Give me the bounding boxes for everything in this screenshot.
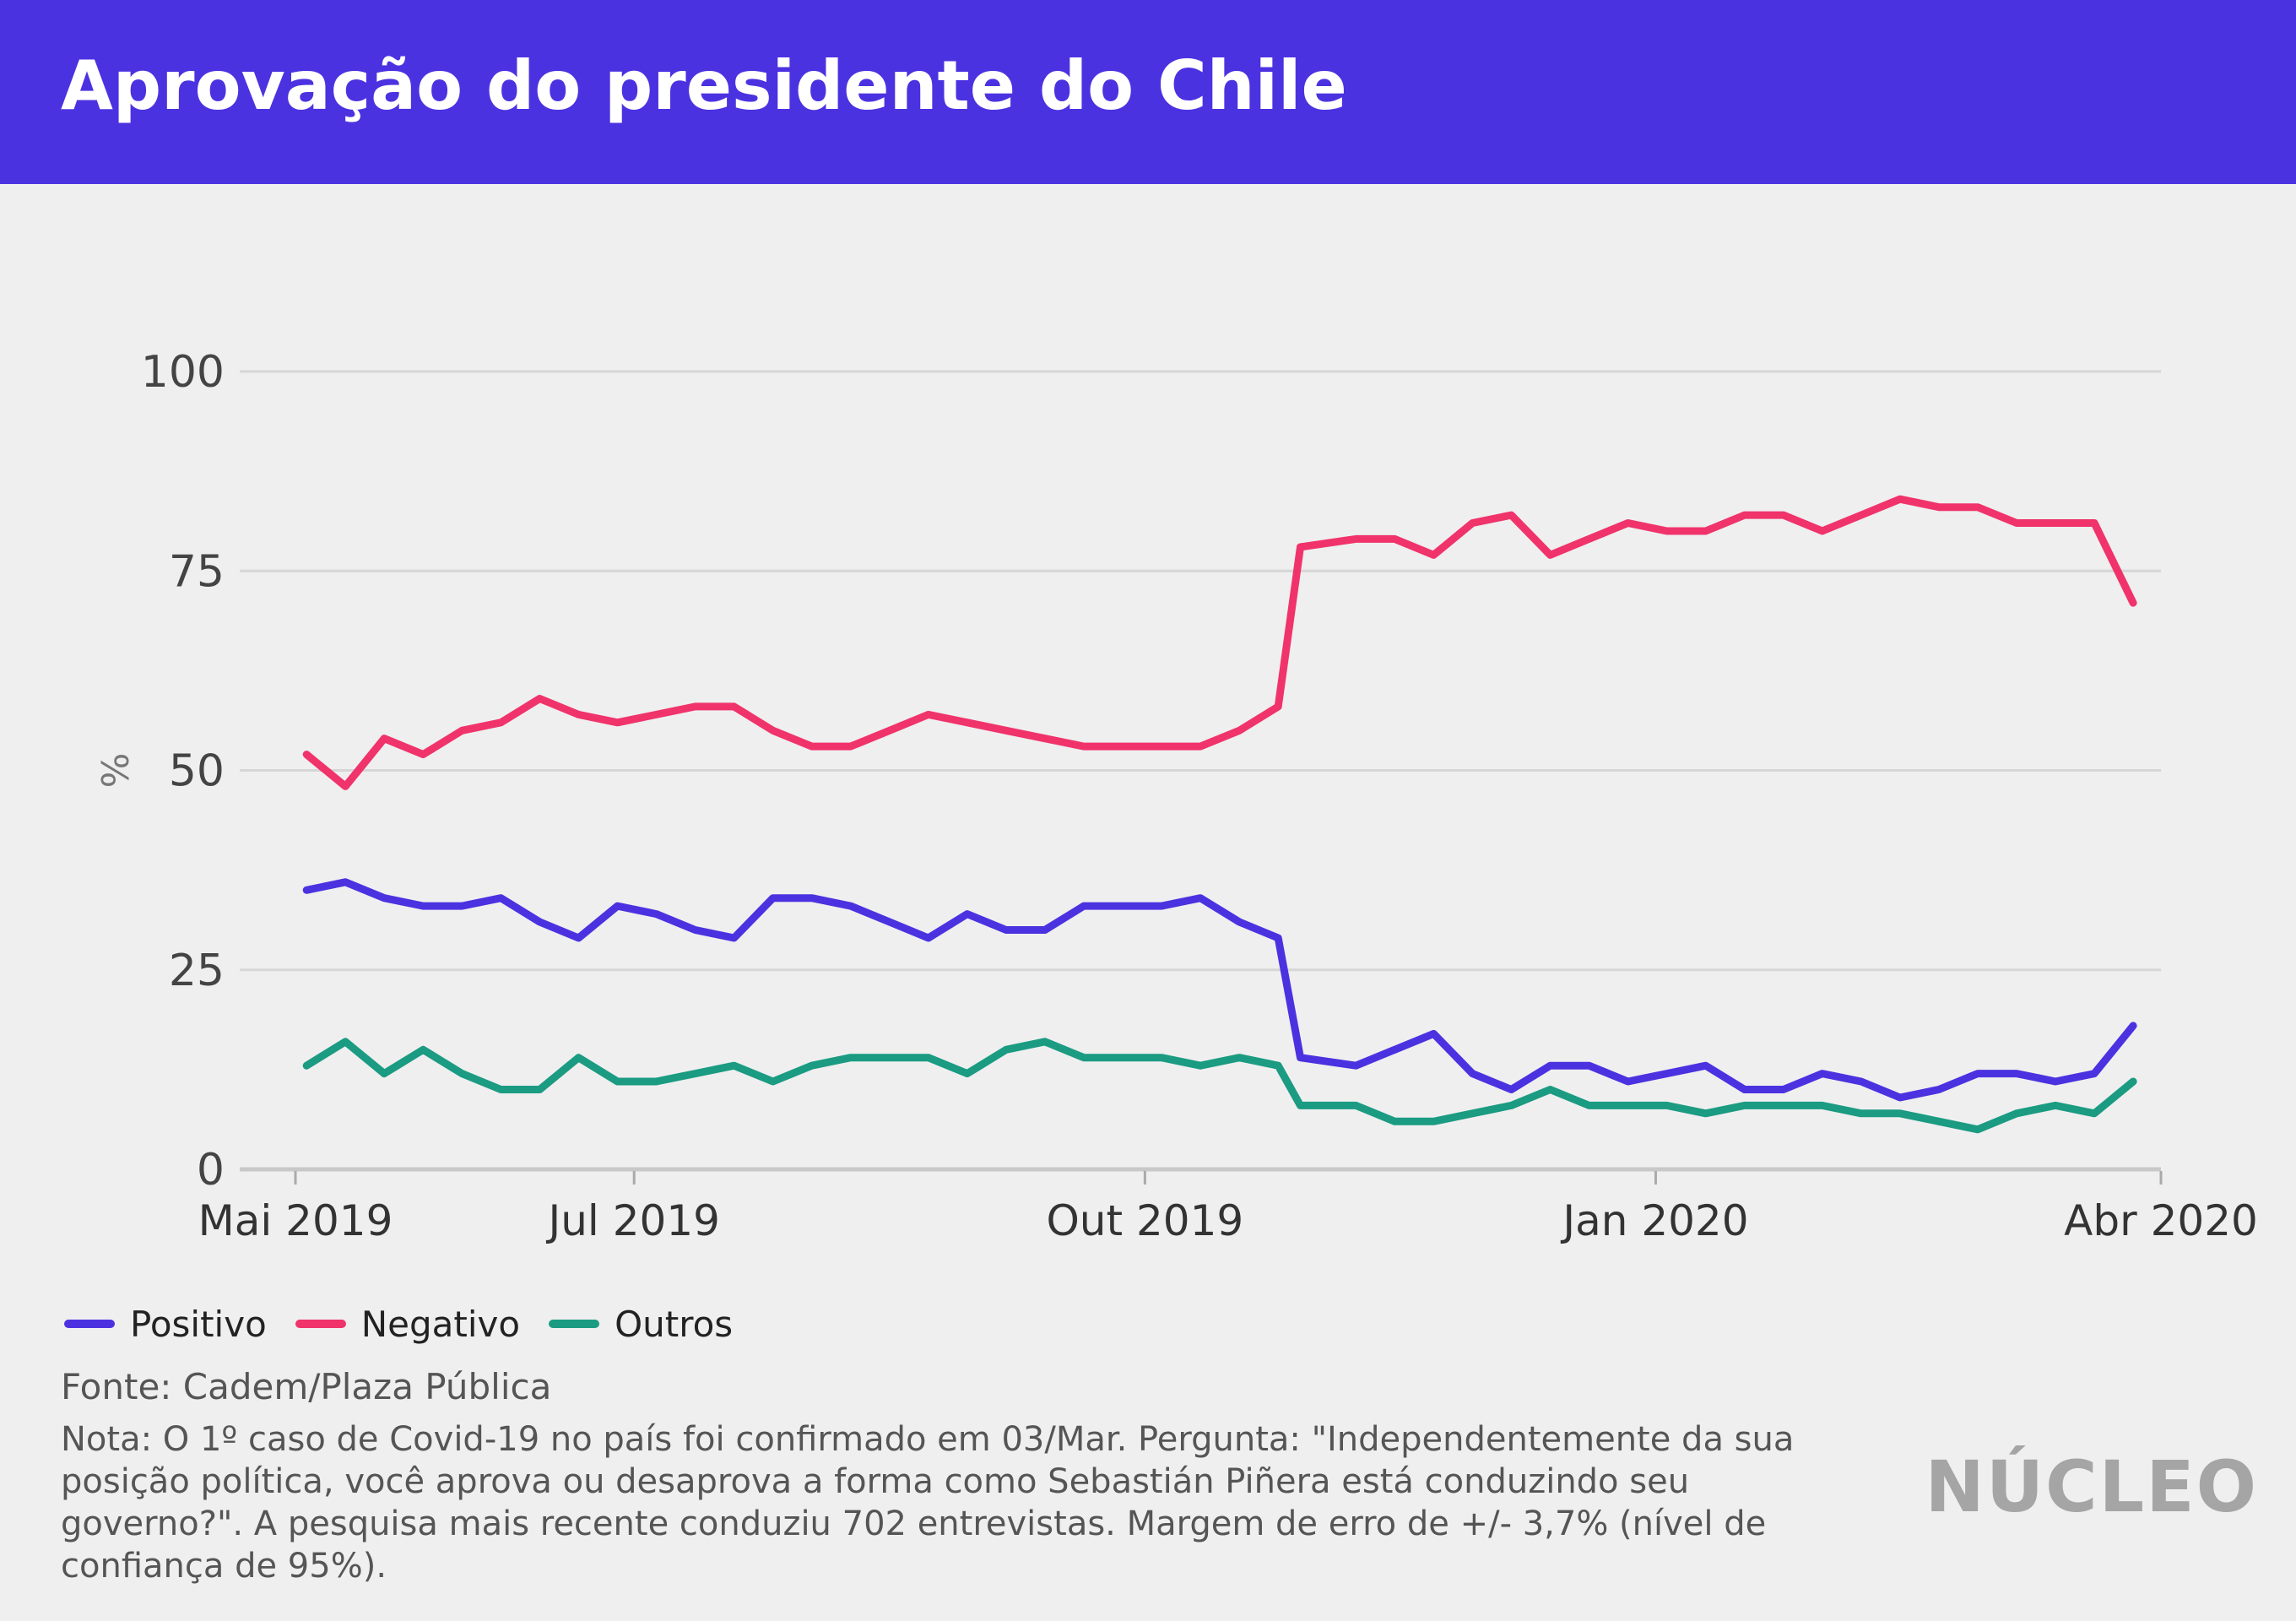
note-text: Nota: O 1º caso de Covid-19 no país foi … bbox=[61, 1420, 1795, 1586]
y-tick-label: 50 bbox=[169, 746, 225, 797]
x-tick-label: Mai 2019 bbox=[198, 1196, 393, 1245]
source-text: Fonte: Cadem/Plaza Pública bbox=[61, 1366, 552, 1407]
series-line-outros bbox=[302, 1038, 2137, 1134]
y-tick-label: 0 bbox=[197, 1145, 225, 1195]
legend-swatch-negativo bbox=[295, 1320, 346, 1328]
legend-label-positivo: Positivo bbox=[130, 1303, 267, 1345]
chart-title: Aprovação do presidente do Chile bbox=[61, 46, 1347, 125]
legend-item-outros: Outros bbox=[549, 1304, 733, 1345]
line-chart: 0 25 50 75 100% Mai 2019 Jul 2019 Out 2019 Jan 2… bbox=[92, 347, 2258, 1245]
legend: Positivo Negativo Outros bbox=[64, 1298, 761, 1349]
y-tick-label: 25 bbox=[169, 946, 225, 996]
x-tick-label: Out 2019 bbox=[1046, 1196, 1243, 1245]
y-tick-label: 75 bbox=[169, 546, 225, 597]
nucleo-logo: NÚCLEO bbox=[1925, 1445, 2258, 1528]
x-tick-label: Jul 2019 bbox=[545, 1196, 719, 1245]
series-line-negativo bbox=[302, 495, 2137, 790]
legend-label-outros: Outros bbox=[615, 1303, 734, 1345]
x-tick-label: Abr 2020 bbox=[2064, 1196, 2258, 1245]
legend-label-negativo: Negativo bbox=[360, 1303, 521, 1345]
legend-swatch-outros bbox=[549, 1320, 600, 1328]
legend-item-positivo: Positivo bbox=[64, 1304, 267, 1345]
series-line-positivo bbox=[302, 878, 2137, 1102]
legend-swatch-positivo bbox=[64, 1320, 115, 1328]
y-tick-label: 100 bbox=[141, 347, 225, 398]
x-tick-label: Jan 2020 bbox=[1560, 1196, 1748, 1245]
legend-item-negativo: Negativo bbox=[295, 1304, 520, 1345]
y-axis-label: % bbox=[92, 753, 135, 789]
title-bar: Aprovação do presidente do Chile bbox=[0, 0, 2296, 184]
